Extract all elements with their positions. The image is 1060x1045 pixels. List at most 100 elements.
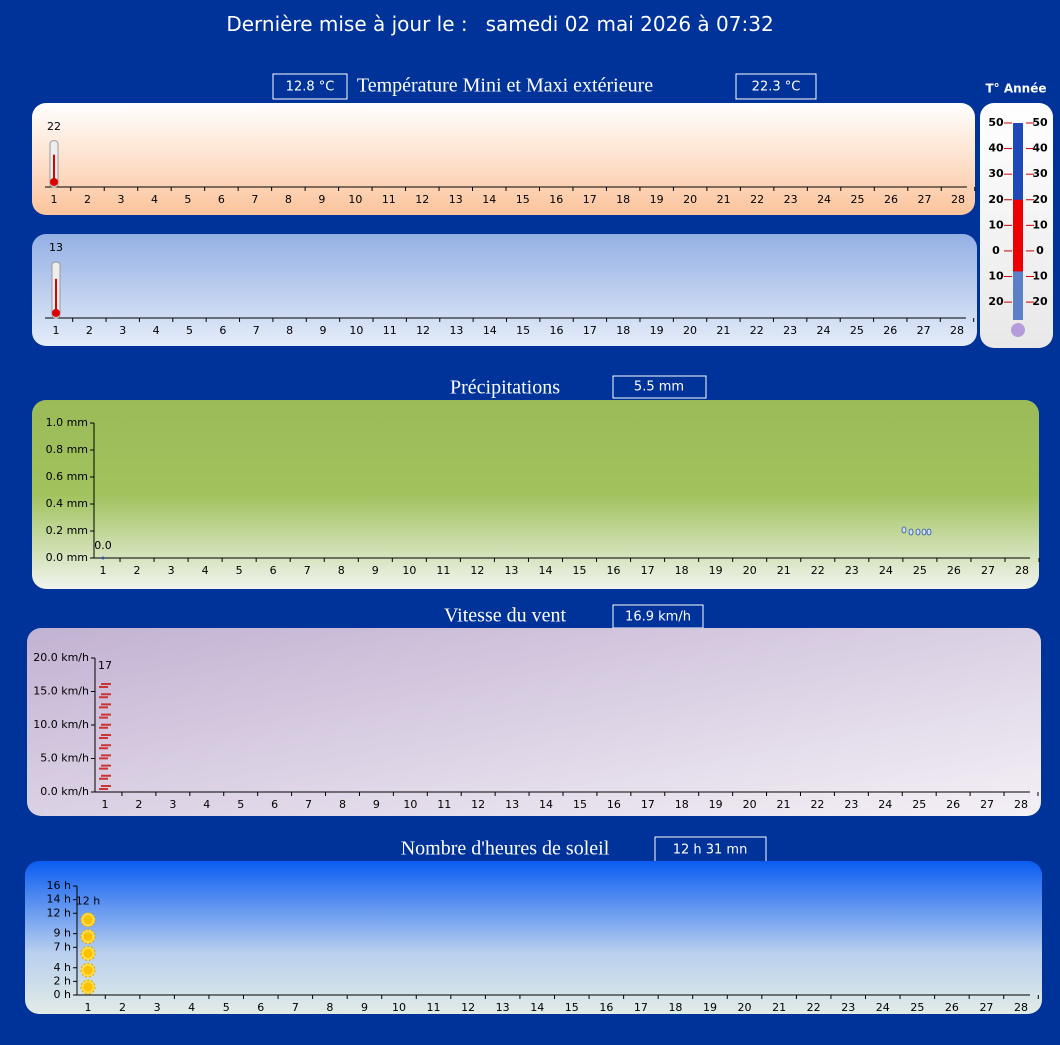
x-tick-label: 13 xyxy=(449,324,463,337)
x-tick-label: 13 xyxy=(505,798,519,811)
low-tube xyxy=(1013,271,1023,320)
bulb xyxy=(1011,323,1025,337)
x-tick-label: 15 xyxy=(565,1001,579,1014)
x-tick-label: 27 xyxy=(980,798,994,811)
y-tick-label: 10 xyxy=(1032,270,1048,283)
wind-icon xyxy=(99,713,111,719)
wind-icons xyxy=(99,683,111,790)
x-tick-label: 1 xyxy=(102,798,109,811)
y-tick-label: 40 xyxy=(988,142,1004,155)
x-tick-label: 23 xyxy=(783,324,797,337)
y-tick-label: 12 h xyxy=(47,906,71,919)
x-tick-label: 21 xyxy=(777,564,791,577)
x-tick-label: 11 xyxy=(382,193,396,206)
x-tick-label: 3 xyxy=(119,324,126,337)
x-tick-label: 3 xyxy=(168,564,175,577)
x-tick-label: 28 xyxy=(1014,1001,1028,1014)
x-tick-label: 6 xyxy=(270,564,277,577)
range xyxy=(1013,199,1023,272)
x-tick-label: 14 xyxy=(538,564,552,577)
x-tick-label: 15 xyxy=(573,798,587,811)
thermometer-icon xyxy=(51,261,61,319)
x-tick-label: 7 xyxy=(305,798,312,811)
y-tick-label: 0.0 km/h xyxy=(40,785,89,798)
thermometer-icon xyxy=(49,140,59,188)
y-tick-label: 20 xyxy=(988,193,1004,206)
x-tick-label: 28 xyxy=(1015,564,1029,577)
x-tick-label: 20 xyxy=(683,193,697,206)
x-tick-label: 27 xyxy=(979,1001,993,1014)
x-tick-label: 9 xyxy=(372,564,379,577)
wind-box-text: 16.9 km/h xyxy=(625,610,691,625)
x-tick-label: 9 xyxy=(318,193,325,206)
x-tick-label: 20 xyxy=(738,1001,752,1014)
x-tick-label: 6 xyxy=(257,1001,264,1014)
value-label: 12 h xyxy=(76,894,100,907)
x-tick-label: 25 xyxy=(913,564,927,577)
x-tick-label: 16 xyxy=(599,1001,613,1014)
x-tick-label: 13 xyxy=(496,1001,510,1014)
x-tick-label: 8 xyxy=(326,1001,333,1014)
x-tick-label: 13 xyxy=(504,564,518,577)
x-tick-label: 3 xyxy=(117,193,124,206)
x-tick-label: 2 xyxy=(135,798,142,811)
x-tick-label: 20 xyxy=(743,564,757,577)
x-tick-label: 25 xyxy=(851,193,865,206)
x-tick-label: 17 xyxy=(641,564,655,577)
y-tick-label: 50 xyxy=(1032,116,1048,129)
x-tick-label: 26 xyxy=(946,798,960,811)
header: Dernière mise à jour le : samedi 02 mai 2… xyxy=(226,12,773,36)
x-tick-label: 26 xyxy=(947,564,961,577)
x-tick-label: 18 xyxy=(675,564,689,577)
x-tick-label: 28 xyxy=(950,324,964,337)
y-tick-label: 15.0 km/h xyxy=(33,685,89,698)
x-tick-label: 15 xyxy=(573,564,587,577)
charts: 1 2 3 4 5 6 7 8 9 10 11 12 13 14 15 16 17 18 19 20 21 22 23 24 2… xyxy=(33,116,1048,1014)
x-tick-label: 23 xyxy=(845,564,859,577)
y-tick-label: 20 xyxy=(1032,193,1048,206)
x-tick-label: 4 xyxy=(202,564,209,577)
x-tick-label: 23 xyxy=(841,1001,855,1014)
value-label: 0.0 xyxy=(94,539,112,552)
x-tick-label: 14 xyxy=(539,798,553,811)
x-tick-label: 22 xyxy=(807,1001,821,1014)
x-tick-label: 12 xyxy=(415,193,429,206)
sun xyxy=(83,965,93,975)
x-tick-label: 14 xyxy=(530,1001,544,1014)
wind-icon xyxy=(99,785,111,790)
x-tick-label: 4 xyxy=(153,324,160,337)
y-tick-label: 9 h xyxy=(54,927,71,940)
wind-icon xyxy=(99,734,111,739)
x-tick-label: 17 xyxy=(641,798,655,811)
x-tick-label: 8 xyxy=(285,193,292,206)
x-tick-label: 6 xyxy=(219,324,226,337)
x-tick-label: 26 xyxy=(884,193,898,206)
x-tick-label: 4 xyxy=(203,798,210,811)
x-tick-label: 22 xyxy=(750,193,764,206)
x-tick-label: 14 xyxy=(482,193,496,206)
sun xyxy=(83,915,93,925)
y-tick-label: 20 xyxy=(1032,295,1048,308)
y-tick-label: 0.6 mm xyxy=(46,470,88,483)
x-tick-label: 15 xyxy=(516,324,530,337)
max-box xyxy=(735,73,817,100)
x-tick-label: 11 xyxy=(427,1001,441,1014)
x-tick-label: 11 xyxy=(436,564,450,577)
precip-box-text: 5.5 mm xyxy=(634,380,684,395)
x-tick-label: 25 xyxy=(850,324,864,337)
x-tick-label: 20 xyxy=(683,324,697,337)
x-tick-label: 12 xyxy=(470,564,484,577)
x-tick-label: 22 xyxy=(810,798,824,811)
x-tick-label: 24 xyxy=(878,798,892,811)
x-tick-label: 11 xyxy=(437,798,451,811)
wind-panel xyxy=(27,628,1041,816)
x-tick-label: 13 xyxy=(449,193,463,206)
sun xyxy=(83,982,93,992)
x-tick-label: 9 xyxy=(319,324,326,337)
x-tick-label: 2 xyxy=(86,324,93,337)
x-tick-label: 3 xyxy=(154,1001,161,1014)
x-tick-label: 5 xyxy=(223,1001,230,1014)
x-tick-label: 27 xyxy=(918,193,932,206)
x-tick-label: 12 xyxy=(471,798,485,811)
rain-mark xyxy=(101,556,105,560)
